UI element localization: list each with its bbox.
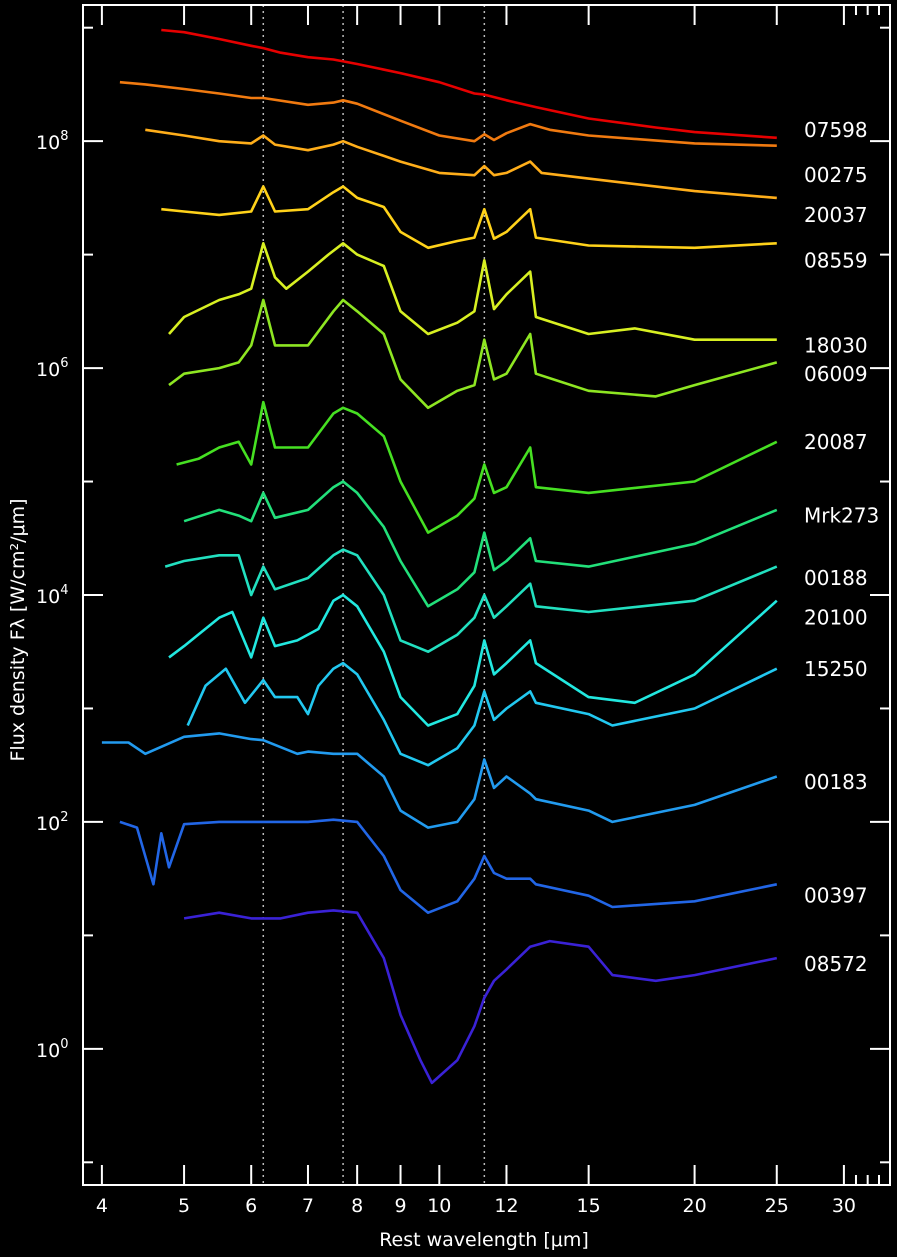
- series-label: 00397: [804, 884, 868, 908]
- series-label: 20037: [804, 203, 868, 227]
- series-line: [119, 80, 777, 147]
- x-tick-label: 5: [178, 1195, 190, 1217]
- x-tick-label: 12: [494, 1195, 518, 1217]
- x-tick-label: 9: [394, 1195, 406, 1217]
- y-tick-label: 102: [36, 810, 68, 835]
- plot-frame: [82, 4, 891, 1186]
- series-line: [145, 128, 777, 200]
- series-label: 15250: [804, 657, 868, 681]
- series-line: [101, 732, 778, 829]
- series-label: 00275: [804, 163, 868, 187]
- x-tick-label: 25: [765, 1195, 789, 1217]
- series-label: 20087: [804, 430, 868, 454]
- x-tick-label: 15: [577, 1195, 601, 1217]
- x-axis: 4 5 6 7 8 9 10 12 15 20 25 30: [96, 5, 881, 1217]
- series-label: 07598: [804, 118, 868, 142]
- series-line: [164, 548, 778, 654]
- series-label: 00188: [804, 566, 868, 590]
- series-line: [119, 818, 778, 915]
- y-tick-label: 104: [36, 583, 68, 608]
- series-group: [101, 28, 778, 1085]
- series-line: [161, 28, 777, 140]
- y-tick-label: 100: [36, 1037, 68, 1062]
- feature-lines: [262, 5, 486, 1185]
- series-label: 20100: [804, 606, 868, 630]
- x-tick-label: 4: [96, 1195, 108, 1217]
- series-label: 18030: [804, 333, 868, 357]
- x-tick-label: 6: [245, 1195, 257, 1217]
- series-line: [176, 400, 778, 534]
- x-tick-label: 30: [832, 1195, 856, 1217]
- x-tick-label: 8: [351, 1195, 363, 1217]
- series-label: Mrk273: [804, 504, 879, 528]
- y-tick-label: 108: [36, 129, 68, 154]
- series-label: 00183: [804, 770, 868, 794]
- series-labels: 07598 00275 20037 08559 18030 06009 20087 Mrk27…: [804, 118, 879, 976]
- series-line: [161, 185, 777, 250]
- series-line: [168, 298, 778, 410]
- series-line: [183, 909, 778, 1085]
- x-tick-label: 10: [427, 1195, 451, 1217]
- x-tick-label: 7: [302, 1195, 314, 1217]
- x-tick-label: 20: [682, 1195, 706, 1217]
- series-line: [168, 593, 778, 727]
- y-axis-label: Flux density Fλ [W/cm²/μm]: [7, 498, 29, 761]
- series-line: [186, 661, 778, 767]
- x-axis-label: Rest wavelength [μm]: [379, 1229, 589, 1251]
- series-label: 08559: [804, 248, 868, 272]
- series-line: [168, 242, 777, 342]
- y-tick-label: 106: [36, 356, 68, 381]
- series-line: [183, 480, 778, 608]
- series-label: 06009: [804, 362, 868, 386]
- series-label: 08572: [804, 952, 868, 976]
- y-axis: 100 102 104 106 108: [36, 26, 890, 1164]
